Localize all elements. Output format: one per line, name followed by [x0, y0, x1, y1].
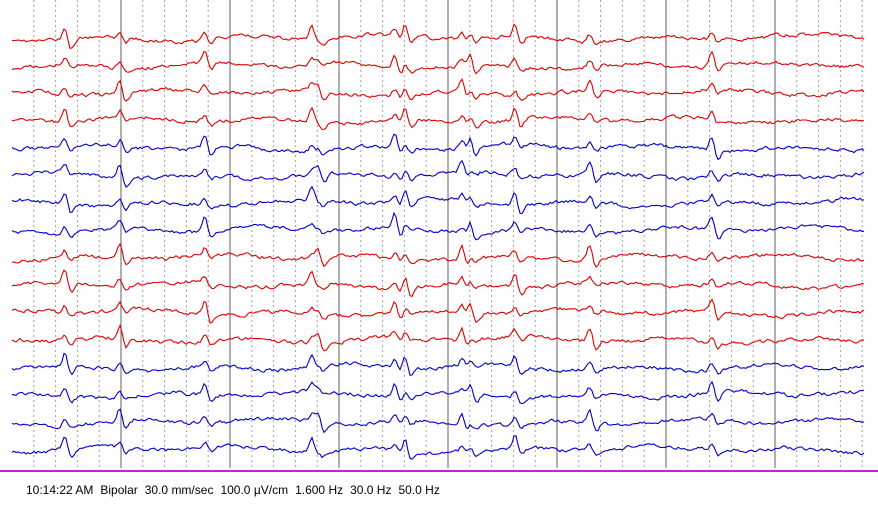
low-filter: 1.600 Hz	[295, 483, 344, 497]
channel-trace	[11, 435, 865, 460]
channel-trace	[11, 77, 865, 102]
status-bar: 10:14:22 AM Bipolar 30.0 mm/sec 100.0 µV/cm…	[0, 472, 878, 511]
channel-traces	[11, 23, 865, 460]
montage-label: Bipolar	[100, 483, 138, 497]
sensitivity: 100.0 µV/cm	[220, 483, 289, 497]
paper-speed: 30.0 mm/sec	[144, 483, 214, 497]
channel-trace	[11, 324, 865, 352]
recording-parameters: 10:14:22 AM Bipolar 30.0 mm/sec 100.0 µV/cm…	[26, 483, 447, 497]
second-grid-lines	[120, 0, 776, 468]
channel-trace	[11, 408, 865, 434]
channel-trace	[11, 298, 865, 324]
channel-trace	[11, 106, 865, 131]
channel-trace	[11, 185, 865, 215]
channel-trace	[11, 352, 865, 376]
channel-trace	[11, 50, 865, 75]
channel-trace	[11, 211, 865, 241]
time-readout: 10:14:22 AM	[26, 483, 94, 497]
channel-trace	[11, 269, 865, 298]
eeg-waveform-area	[11, 0, 865, 468]
channel-trace	[12, 242, 865, 268]
high-filter: 30.0 Hz	[350, 483, 392, 497]
channel-trace	[11, 23, 865, 49]
channel-trace	[11, 159, 865, 188]
status-separator	[0, 470, 878, 472]
notch-filter: 50.0 Hz	[398, 483, 440, 497]
channel-trace	[11, 133, 865, 161]
channel-trace	[12, 380, 865, 405]
